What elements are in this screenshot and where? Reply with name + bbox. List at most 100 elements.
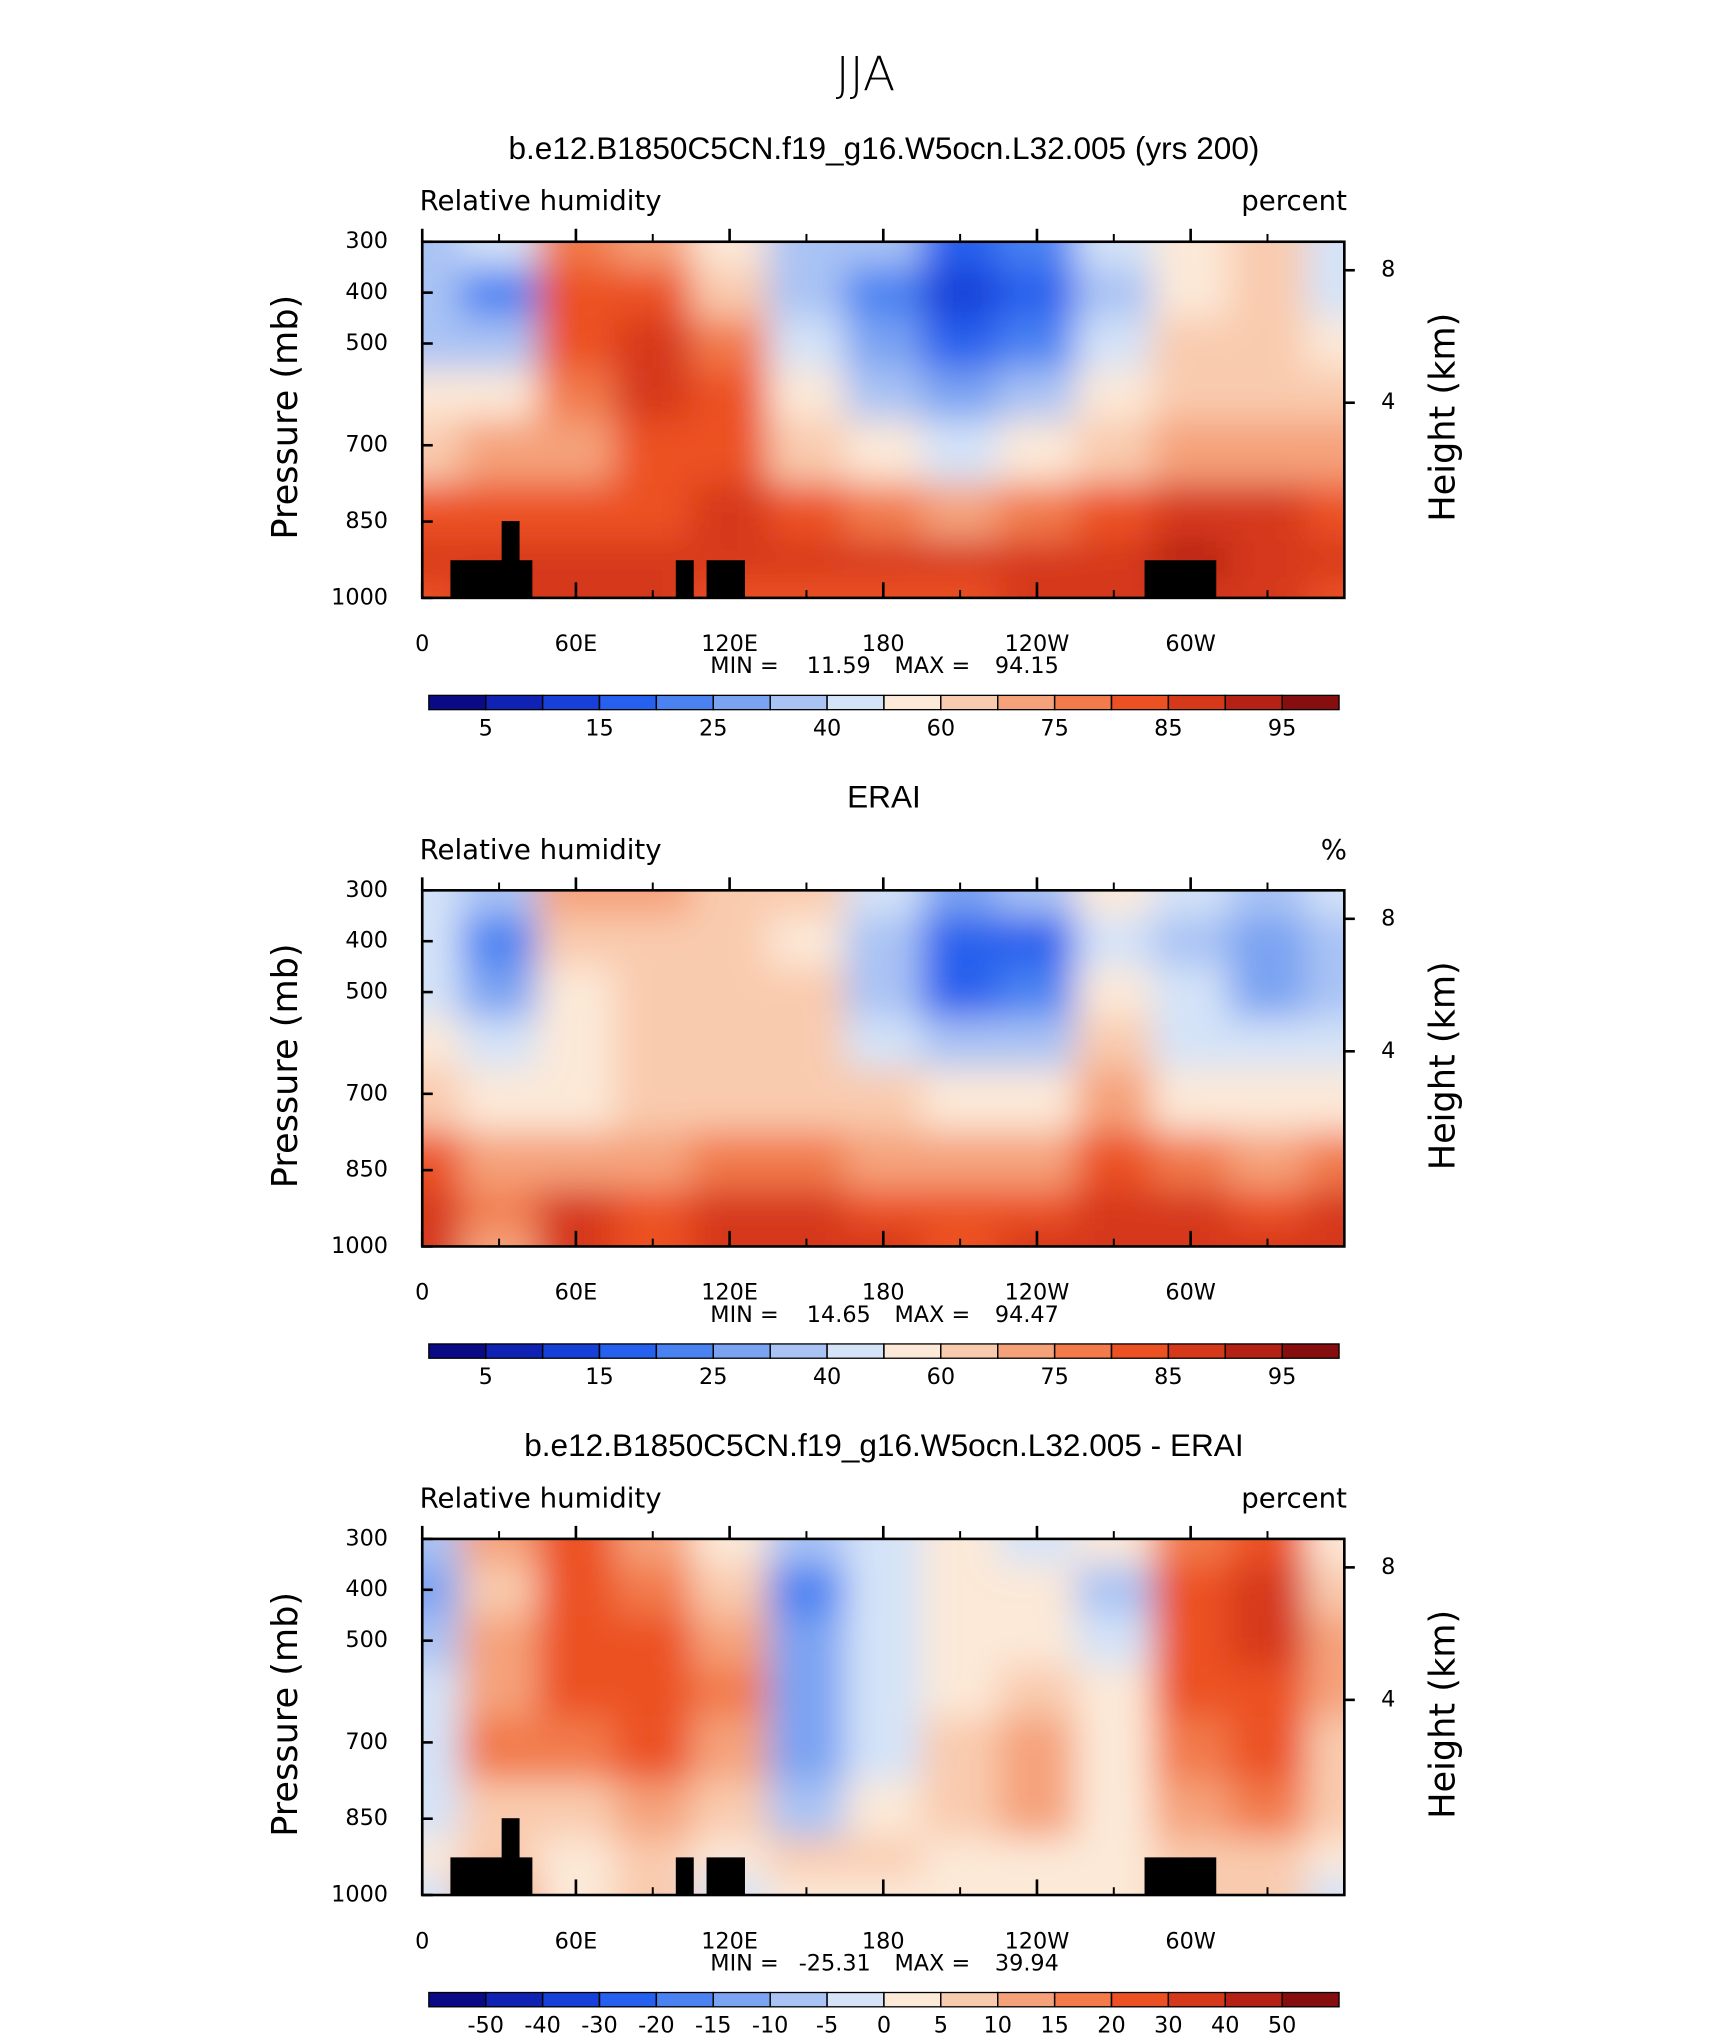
field-cell <box>768 1017 846 1070</box>
field-cell <box>1305 1131 1345 1190</box>
field-cell <box>1229 419 1307 485</box>
field-cell <box>537 419 615 485</box>
colorbar-label: 40 <box>1211 2013 1239 2038</box>
colorbar-box <box>883 1991 942 2008</box>
field-cell <box>460 1227 539 1247</box>
field-cell <box>537 1615 615 1667</box>
field-cell <box>537 1189 615 1229</box>
y-tick-label: 400 <box>345 928 388 954</box>
field-cell <box>422 1716 462 1782</box>
field-cell <box>537 1564 615 1616</box>
field-cell <box>1152 1538 1230 1565</box>
field-cell <box>844 419 923 485</box>
field-cell <box>921 1615 1000 1667</box>
field-cell <box>691 966 769 1019</box>
colorbar-box <box>1053 694 1113 711</box>
field-cell <box>1305 483 1345 542</box>
field-cell <box>1229 966 1307 1019</box>
field-cell <box>998 1615 1077 1667</box>
field-cell <box>921 1564 1000 1616</box>
field-cell <box>844 368 923 421</box>
field-cell <box>921 1716 1000 1782</box>
surface <box>501 1818 520 1896</box>
field-cell <box>998 1716 1077 1782</box>
colorbar-box <box>997 1991 1056 2008</box>
field-cell <box>1305 1189 1345 1229</box>
colorbar-box <box>428 1343 487 1359</box>
field-cell <box>998 890 1077 917</box>
field-cell <box>1229 540 1307 580</box>
colorbar-box <box>1110 694 1170 711</box>
field-cell <box>460 1189 539 1229</box>
field-cell <box>537 241 615 268</box>
x-tick-label: 60W <box>1165 1928 1216 1954</box>
colorbar-box <box>598 1343 658 1359</box>
field-cell <box>768 915 846 968</box>
field-cell <box>460 483 539 542</box>
field-cell <box>768 1068 846 1133</box>
field-cell <box>844 915 923 968</box>
colorbar-label: 15 <box>1040 2013 1068 2038</box>
field-cell <box>998 368 1077 421</box>
field-cell <box>1229 1875 1307 1896</box>
units: percent <box>1241 1484 1347 1515</box>
field-cell <box>537 1068 615 1133</box>
field-cell <box>844 483 923 542</box>
field-cell <box>768 540 846 580</box>
field-cell <box>614 1564 692 1616</box>
min-label: MIN = <box>710 1950 778 1976</box>
colorbar-box <box>997 694 1056 711</box>
colorbar-label: 75 <box>1040 1364 1068 1390</box>
field-cell <box>460 1564 539 1616</box>
x-tick-label: 120W <box>1005 631 1070 657</box>
field-cell <box>768 1227 846 1247</box>
field-cell <box>1075 483 1153 542</box>
field-cell <box>1075 1666 1153 1718</box>
colorbar-box <box>598 694 658 711</box>
field-cell <box>1305 241 1345 268</box>
colorbar-box <box>1053 1343 1113 1359</box>
field-cell <box>537 1017 615 1070</box>
x-tick-label: 120W <box>1005 1280 1070 1306</box>
field-cell <box>1229 318 1307 370</box>
field-cell <box>768 1189 846 1229</box>
colorbar-box <box>712 1343 771 1359</box>
x-tick-label: 0 <box>415 1280 429 1306</box>
colorbar-box <box>940 694 999 711</box>
max-label: MAX = <box>894 653 970 679</box>
field-cell <box>1229 890 1307 917</box>
panel: b.e12.B1850C5CN.f19_g16.W5ocn.L32.005 (y… <box>265 131 1464 741</box>
field-cell <box>844 241 923 268</box>
y-axis-label: Pressure (mb) <box>265 943 306 1188</box>
colorbar-box <box>541 1343 601 1359</box>
y2-axis-label: Height (km) <box>1422 1610 1463 1819</box>
field-cell <box>422 1538 462 1565</box>
field-cell <box>1229 1564 1307 1616</box>
field-cell <box>691 1538 769 1565</box>
field-cell <box>1152 1666 1230 1718</box>
field-cell <box>691 1615 769 1667</box>
field-cell <box>460 966 539 1019</box>
field-cell <box>1305 368 1345 421</box>
field-cell <box>1075 966 1153 1019</box>
field-cell <box>1075 1538 1153 1565</box>
colorbar-box <box>1281 1991 1340 2008</box>
y-tick-label: 850 <box>345 1805 388 1831</box>
field-cell <box>537 1666 615 1718</box>
y2-axis-label: Height (km) <box>1422 961 1463 1170</box>
field-cell <box>768 318 846 370</box>
field-cell <box>460 915 539 968</box>
field-cell <box>422 890 462 917</box>
surface <box>1144 560 1217 598</box>
x-tick-label: 60W <box>1165 631 1216 657</box>
y-tick-label: 1000 <box>331 1233 388 1259</box>
field-cell <box>1152 368 1230 421</box>
field-cell <box>1075 1189 1153 1229</box>
y-tick-label: 400 <box>345 279 388 305</box>
x-tick-label: 60W <box>1165 1280 1216 1306</box>
field-cell <box>921 318 1000 370</box>
field-cell <box>1305 540 1345 580</box>
field-cell <box>921 241 1000 268</box>
field-cell <box>768 419 846 485</box>
field-cell <box>460 368 539 421</box>
